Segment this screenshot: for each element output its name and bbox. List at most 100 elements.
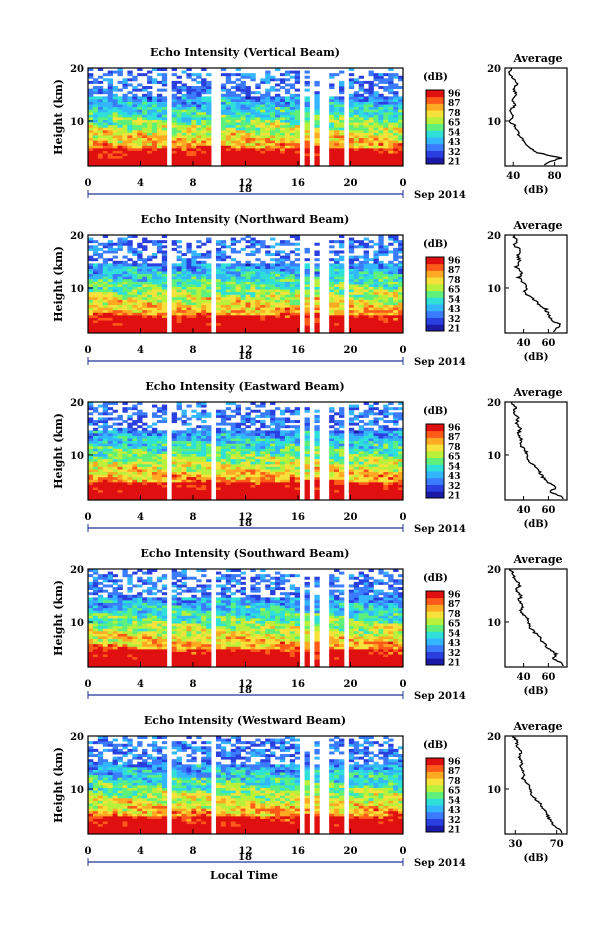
heatmap-cell bbox=[161, 294, 168, 298]
heatmap-cell bbox=[294, 158, 301, 162]
heatmap-cell bbox=[260, 93, 266, 97]
heatmap-cell bbox=[142, 117, 148, 120]
heatmap-cell bbox=[363, 160, 369, 164]
heatmap-cell bbox=[161, 494, 168, 498]
heatmap-cell bbox=[265, 322, 271, 326]
heatmap-cell bbox=[220, 469, 227, 473]
heatmap-cell bbox=[294, 140, 301, 144]
heatmap-cell bbox=[294, 294, 301, 298]
heatmap-cell bbox=[245, 484, 251, 488]
heatmap-cell bbox=[191, 91, 197, 95]
heatmap-cell bbox=[225, 309, 232, 313]
heatmap-cell bbox=[176, 124, 182, 128]
heatmap-cell bbox=[156, 98, 163, 102]
heatmap-cell bbox=[201, 255, 207, 259]
heatmap-cell bbox=[270, 476, 276, 480]
heatmap-cell bbox=[127, 258, 133, 262]
heatmap-cell bbox=[398, 137, 404, 141]
heatmap-cell bbox=[368, 481, 374, 485]
heatmap-cell bbox=[250, 463, 256, 467]
heatmap-cell bbox=[250, 111, 256, 115]
colorbar-tick-label: 32 bbox=[448, 315, 461, 325]
heatmap-cell bbox=[156, 145, 163, 149]
heatmap-cell bbox=[147, 489, 153, 493]
heatmap-cell bbox=[117, 153, 123, 157]
heatmap-cell bbox=[279, 104, 286, 108]
heatmap-cell bbox=[171, 80, 177, 84]
heatmap-cell bbox=[289, 163, 296, 167]
heatmap-cell bbox=[279, 119, 286, 123]
heatmap-cell bbox=[220, 281, 227, 285]
heatmap-cell bbox=[215, 255, 222, 259]
heatmap-cell bbox=[289, 129, 296, 133]
heatmap-cell bbox=[279, 117, 286, 120]
heatmap-cell bbox=[107, 489, 114, 493]
heatmap-cell bbox=[339, 235, 345, 238]
heatmap-cell bbox=[329, 286, 335, 290]
heatmap-cell bbox=[181, 88, 187, 92]
heatmap-cell bbox=[255, 461, 261, 465]
heatmap-cell bbox=[275, 104, 281, 108]
heatmap-cell bbox=[201, 268, 207, 272]
heatmap-cell bbox=[127, 83, 133, 87]
heatmap-cell bbox=[112, 265, 118, 269]
heatmap-cell bbox=[181, 453, 187, 457]
heatmap-cell bbox=[97, 294, 104, 298]
heatmap-cell bbox=[220, 330, 227, 334]
heatmap-cell bbox=[235, 263, 241, 267]
average-x-axis-label: (dB) bbox=[524, 185, 549, 196]
heatmap-cell bbox=[117, 80, 123, 84]
heatmap-cell bbox=[255, 276, 261, 280]
heatmap-cell bbox=[97, 453, 104, 457]
heatmap-cell bbox=[201, 265, 207, 269]
heatmap-cell bbox=[240, 132, 246, 136]
heatmap-cell bbox=[112, 250, 118, 254]
heatmap-cell bbox=[339, 160, 345, 164]
heatmap-cell bbox=[112, 487, 118, 491]
heatmap-cell bbox=[250, 307, 256, 311]
heatmap-cell bbox=[339, 284, 345, 287]
heatmap-cell bbox=[383, 104, 389, 108]
heatmap-cell bbox=[270, 88, 276, 92]
heatmap-cell bbox=[156, 494, 163, 498]
heatmap-cell bbox=[92, 101, 99, 105]
heatmap-cell bbox=[294, 117, 301, 120]
heatmap-cell bbox=[201, 296, 207, 300]
heatmap-cell bbox=[240, 73, 246, 77]
heatmap-cell bbox=[284, 469, 291, 473]
heatmap-cell bbox=[171, 101, 177, 105]
heatmap-cell bbox=[186, 158, 192, 162]
heatmap-cell bbox=[398, 247, 404, 251]
heatmap-cell bbox=[240, 309, 246, 313]
heatmap-cell bbox=[270, 309, 276, 313]
heatmap-cell bbox=[388, 158, 394, 162]
heatmap-cell bbox=[378, 245, 384, 249]
heatmap-cell bbox=[368, 268, 374, 272]
heatmap-cell bbox=[353, 140, 360, 144]
heatmap-cell bbox=[255, 114, 261, 118]
heatmap-cell bbox=[235, 314, 241, 318]
heatmap-cell bbox=[235, 458, 241, 462]
heatmap-cell bbox=[255, 314, 261, 318]
heatmap-cell bbox=[304, 479, 310, 483]
heatmap-cell bbox=[97, 461, 104, 465]
colorbar-segment bbox=[426, 150, 444, 158]
heatmap-cell bbox=[171, 317, 177, 321]
heatmap-cell bbox=[206, 494, 212, 498]
heatmap-cell bbox=[329, 296, 335, 300]
heatmap-cell bbox=[220, 481, 227, 485]
heatmap-cell bbox=[275, 271, 281, 275]
heatmap-cell bbox=[206, 91, 212, 95]
heatmap-cell bbox=[373, 140, 379, 144]
heatmap-cell bbox=[147, 80, 153, 84]
heatmap-cell bbox=[186, 111, 192, 115]
heatmap-cell bbox=[117, 289, 123, 293]
heatmap-cell bbox=[368, 286, 374, 290]
heatmap-cell bbox=[181, 458, 187, 462]
heatmap-cell bbox=[279, 312, 286, 316]
heatmap-cell bbox=[245, 471, 251, 475]
heatmap-cell bbox=[235, 93, 241, 97]
heatmap-cell bbox=[348, 302, 355, 306]
heatmap-cell bbox=[240, 481, 246, 485]
heatmap-cell bbox=[88, 325, 94, 329]
